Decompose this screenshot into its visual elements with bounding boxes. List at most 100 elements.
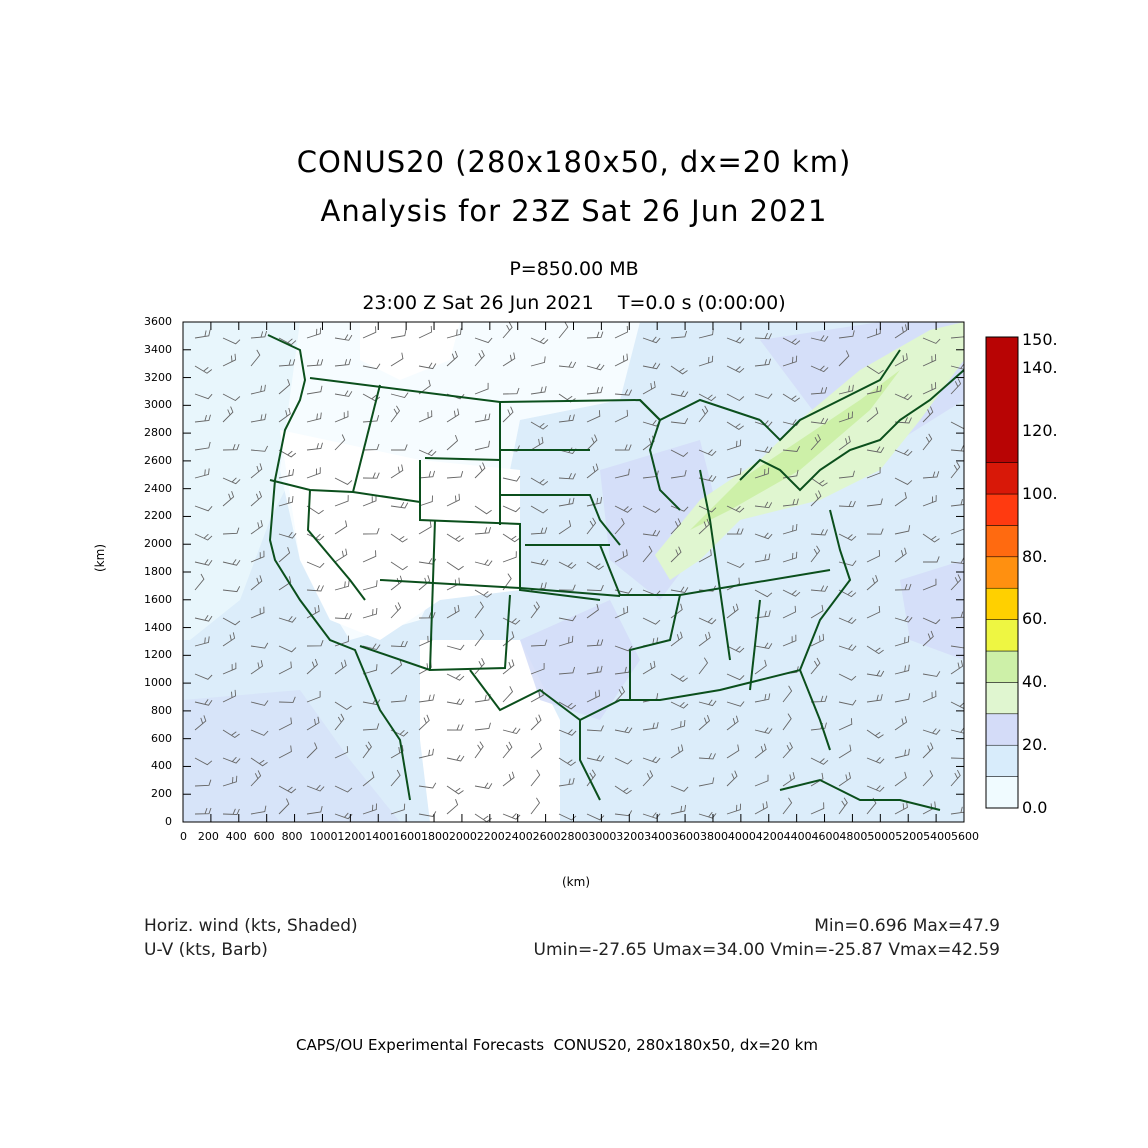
wind-barb [894,748,910,759]
wind-barb [250,575,263,591]
wind-barb [866,645,884,655]
wind-barb [306,327,322,339]
wind-barb [894,801,908,815]
wind-barb [530,601,540,619]
wind-barb [950,557,964,565]
wind-barb [418,520,432,535]
wind-barb [754,659,767,675]
wind-barb [726,701,745,707]
wind-barb [194,636,210,647]
wind-barb [446,785,464,795]
wind-barb [950,611,964,619]
wind-barb [474,505,492,515]
wind-barb [754,693,771,703]
wind-barb [922,471,940,479]
wind-barb [530,797,541,815]
wind-barb [810,434,821,451]
wind-barb [530,356,546,367]
wind-barb [950,336,964,339]
wind-barb [530,769,541,787]
wind-barb [866,446,885,453]
wind-barb [250,490,263,507]
wind-barb [306,467,321,479]
wind-barb [894,417,912,424]
wind-barb [950,378,962,395]
wind-barb [446,604,460,619]
wind-barb [446,434,459,451]
wind-barb [334,495,349,507]
wind-barb [670,673,688,682]
wind-barb [838,617,857,625]
wind-barb [250,413,267,423]
wind-barb [390,352,404,367]
wind-barb [838,772,852,787]
wind-barb [838,411,853,423]
wind-barb [502,387,520,395]
wind-barb [362,528,380,535]
wind-barb [586,754,605,762]
wind-barb [614,549,628,563]
wind-barb [866,365,884,375]
x-tick-label: 1600 [393,830,422,843]
colorbar-segment [985,744,1019,777]
wind-barb [530,639,548,647]
x-tick-label: 5000 [867,830,896,843]
wind-barb [278,531,297,539]
wind-barb [754,774,769,787]
wind-barb [950,421,964,429]
wind-barb [474,601,484,619]
x-tick-label: 800 [281,830,303,843]
wind-barb [922,728,941,735]
x-tick-label: 2000 [448,830,477,843]
wind-barb [502,475,521,482]
wind-barb [642,812,661,819]
wind-barb [474,440,490,451]
wind-barb [894,547,907,563]
wind-barb [278,407,291,423]
wind-barb [922,406,934,423]
x-tick-label: 600 [253,830,275,843]
wind-barb [278,745,292,759]
wind-barb [698,393,717,402]
wind-barb [754,589,773,598]
wind-barb [194,779,212,787]
colorbar-segment [985,462,1019,495]
x-tick-label: 5400 [923,830,952,843]
wind-barb [866,605,881,619]
wind-barb [446,561,464,571]
colorbar-segment [985,525,1019,558]
wind-barb [558,584,576,591]
wind-barb [446,493,460,507]
colorbar-segment [985,682,1019,715]
wind-barb [194,559,213,566]
wind-barb [754,727,773,734]
wind-barb [810,386,828,395]
wind-barb [418,325,433,339]
wind-barb [810,490,822,507]
wind-barb [782,797,793,815]
x-tick-label: 1000 [309,830,338,843]
wind-barb [698,518,710,535]
wind-barb [306,805,323,815]
wind-barb [754,501,773,509]
wind-barb [614,606,629,619]
wind-barb [726,505,745,513]
colorbar-label: 0.0 [1022,798,1048,817]
wind-barb [418,495,433,507]
wind-barb [390,561,408,571]
colorbar-label: 60. [1022,609,1048,628]
wind-barb [866,498,883,507]
wind-barb [194,505,213,512]
wind-barb [810,545,821,563]
wind-barb [418,470,436,479]
wind-barb [530,436,544,451]
wind-barb [950,660,964,675]
wind-barb [306,561,325,569]
wind-barb [362,494,377,507]
wind-barb [614,389,633,396]
x-tick-label: 2400 [504,830,533,843]
wind-barb [250,330,268,339]
colorbar-segment [985,619,1019,652]
wind-barb [502,813,521,820]
wind-barb [810,335,829,342]
